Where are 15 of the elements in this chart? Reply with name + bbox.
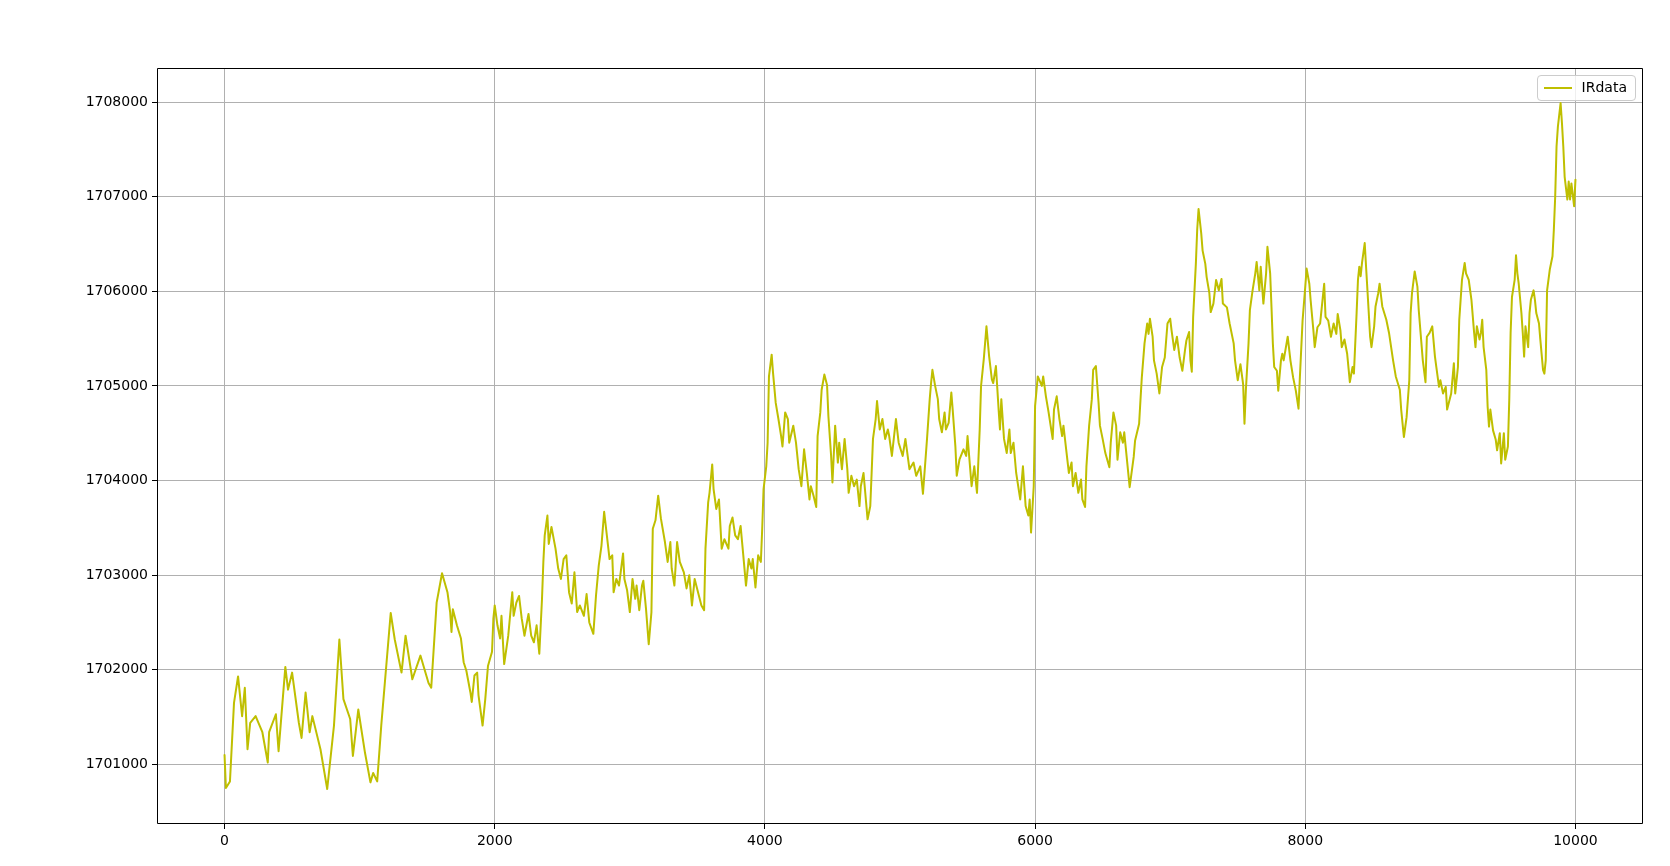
x-tick-label: 2000 [476,832,513,849]
x-tick-label: 4000 [747,832,783,849]
y-tick-label: 1706000 [85,281,148,298]
y-tick-label: 1704000 [85,471,148,488]
y-tick-label: 1705000 [85,376,148,393]
x-tick-label: 6000 [1017,832,1053,849]
y-tick-label: 1707000 [85,187,148,204]
x-tick-label: 0 [220,832,230,849]
y-tick-label: 1703000 [85,565,148,582]
y-tick-label: 1702000 [85,660,148,677]
y-tick-label: 1701000 [85,755,148,772]
x-tick-label: 10000 [1553,832,1598,849]
x-tick-label: 8000 [1287,832,1324,849]
y-tick-label: 1708000 [85,92,148,109]
legend-label: IRdata [1581,79,1627,96]
